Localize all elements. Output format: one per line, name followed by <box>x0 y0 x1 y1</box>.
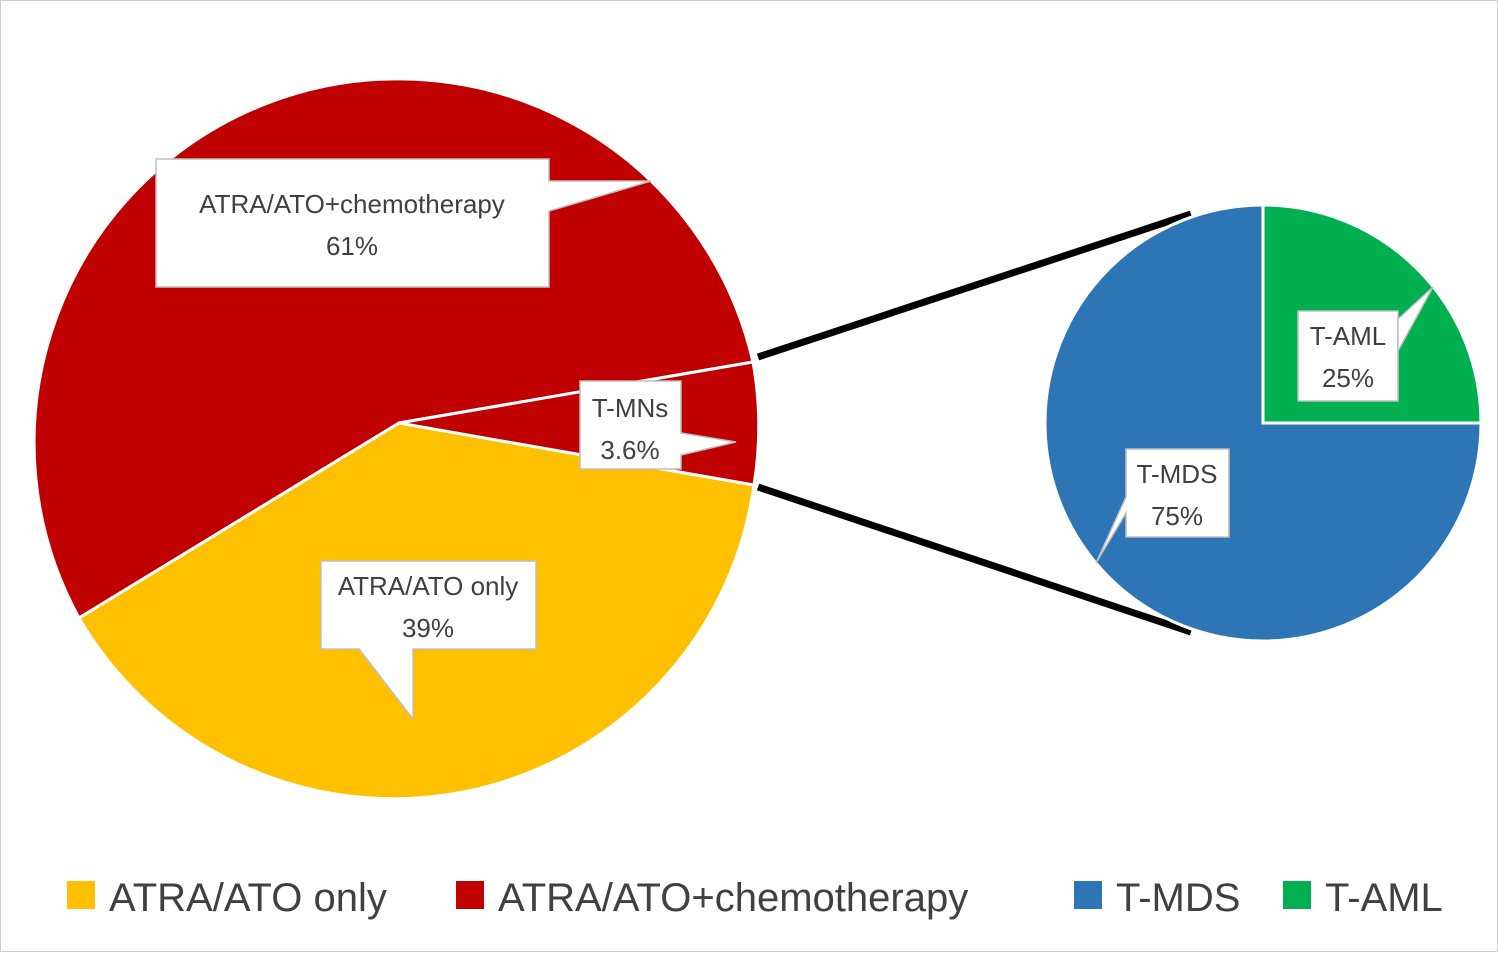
callout-t-mds: T-MDS 75% <box>1095 448 1230 564</box>
legend-label-t-aml: T-AML <box>1325 876 1443 920</box>
callout-t-mns: T-MNs 3.6% <box>579 380 737 470</box>
connector-line-bottom <box>756 483 1193 636</box>
label-t-aml-name: T-AML <box>1310 321 1387 351</box>
connector-line-top <box>756 210 1193 361</box>
label-t-mns-name: T-MNs <box>592 393 669 423</box>
legend: ATRA/ATO only ATRA/ATO+chemotherapy T-MD… <box>67 876 1443 920</box>
legend-label-atra-only: ATRA/ATO only <box>109 876 387 920</box>
label-atra-only-name: ATRA/ATO only <box>338 571 519 601</box>
label-t-mns-value: 3.6% <box>600 435 659 465</box>
label-atra-chemo-name: ATRA/ATO+chemotherapy <box>199 189 505 219</box>
callout-t-aml: T-AML 25% <box>1297 286 1434 402</box>
legend-swatch-t-mds <box>1074 881 1102 909</box>
label-t-aml-value: 25% <box>1322 363 1374 393</box>
label-atra-chemo-value: 61% <box>326 231 378 261</box>
label-t-mds-name: T-MDS <box>1137 459 1218 489</box>
legend-swatch-atra-only <box>67 881 95 909</box>
callout-atra-only: ATRA/ATO only 39% <box>320 560 537 722</box>
legend-label-t-mds: T-MDS <box>1116 876 1240 920</box>
label-atra-only-value: 39% <box>402 613 454 643</box>
legend-swatch-t-aml <box>1283 881 1311 909</box>
legend-label-atra-chemo: ATRA/ATO+chemotherapy <box>498 876 968 920</box>
callout-atra-chemo: ATRA/ATO+chemotherapy 61% <box>155 158 652 288</box>
label-t-mds-value: 75% <box>1151 501 1203 531</box>
legend-swatch-atra-chemo <box>456 881 484 909</box>
